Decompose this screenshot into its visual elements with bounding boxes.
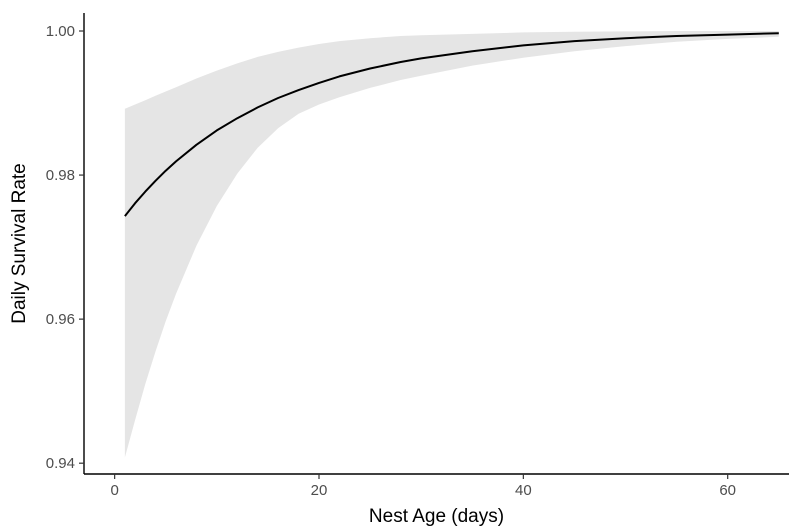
x-tick-label: 0 [110,482,118,499]
x-tick-label: 20 [311,482,328,499]
y-axis-title: Daily Survival Rate [9,163,30,324]
y-tick-label: 0.94 [46,455,75,472]
y-tick-label: 1.00 [46,23,75,40]
confidence-ribbon [124,31,779,458]
x-tick-label: 60 [719,482,736,499]
survival-line-layer [124,32,779,217]
y-axis-ticks: 0.94 0.96 0.98 1.00 [46,23,84,472]
x-axis-ticks: 0 20 40 60 [110,474,736,499]
confidence-ribbon-layer [124,31,779,458]
y-tick-label: 0.96 [46,311,75,328]
y-tick-label: 0.98 [46,167,75,184]
survival-line [124,32,779,217]
x-axis-title: Nest Age (days) [369,506,504,527]
x-tick-label: 40 [515,482,532,499]
